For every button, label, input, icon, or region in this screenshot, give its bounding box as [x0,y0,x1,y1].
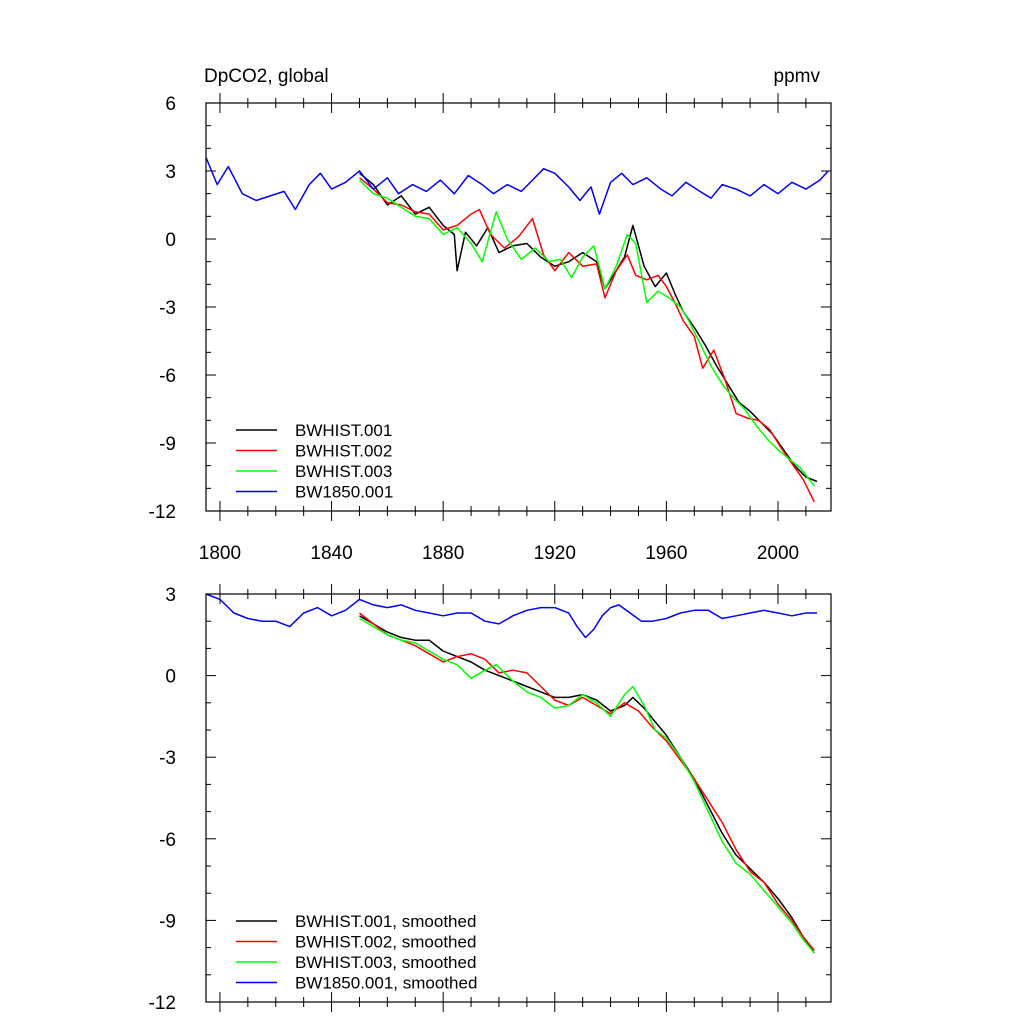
top-series-line-3 [358,179,815,487]
bottom-y-tick-label: -12 [149,993,176,1014]
top-x-tick-label: 1960 [645,543,687,564]
top-panel: 1800 1840 1880 1920 1960 2000 6 3 0 -3 -6 -9 -12 BWHI… [149,93,832,564]
bottom-plot-frame [205,593,832,1003]
top-series-line-1 [359,172,818,483]
top-plot-frame [205,102,832,512]
bottom-legend-label-2: BWHIST.002, smoothed [295,933,476,952]
top-legend-label-4: BW1850.001 [295,483,393,502]
top-x-tick-label: 1800 [199,543,241,564]
top-x-tick-label: 1840 [310,543,352,564]
top-x-tick-label: 1920 [534,543,576,564]
top-y-tick-label: -6 [159,366,176,387]
top-x-tick-label: 1880 [422,543,464,564]
top-series-line-2 [359,177,815,503]
bottom-series-line-2 [359,612,815,951]
bottom-series-line-1 [359,615,815,954]
top-x-tick-label: 2000 [757,543,799,564]
bottom-series-line-4 [205,593,817,639]
top-y-tick-label: 6 [165,94,176,115]
bottom-y-tick-label: 3 [165,585,176,606]
units-label: ppmv [774,66,821,87]
bottom-y-tick-label: -3 [159,748,176,769]
top-legend-label-2: BWHIST.002 [295,442,392,461]
top-y-tick-label: 3 [165,162,176,183]
bottom-legend: BWHIST.001, smoothed BWHIST.002, smoothed… [236,912,477,993]
bottom-legend-label-3: BWHIST.003, smoothed [295,953,476,972]
bottom-y-tick-label: 0 [165,667,176,688]
bottom-y-tick-label: -6 [159,830,176,851]
top-legend-label-3: BWHIST.003 [295,462,392,481]
bottom-y-tick-label: -9 [159,911,176,932]
top-y-tick-label: -3 [159,298,176,319]
top-legend-label-1: BWHIST.001 [295,421,392,440]
top-series-line-4 [205,157,829,215]
top-y-tick-label: 0 [165,230,176,251]
chart-title: DpCO2, global [204,66,329,87]
top-y-tick-label: -9 [159,434,176,455]
bottom-legend-label-4: BW1850.001, smoothed [295,974,477,993]
top-y-tick-label: -12 [149,502,176,523]
bottom-series-line-3 [359,617,815,954]
bottom-legend-label-1: BWHIST.001, smoothed [295,912,476,931]
